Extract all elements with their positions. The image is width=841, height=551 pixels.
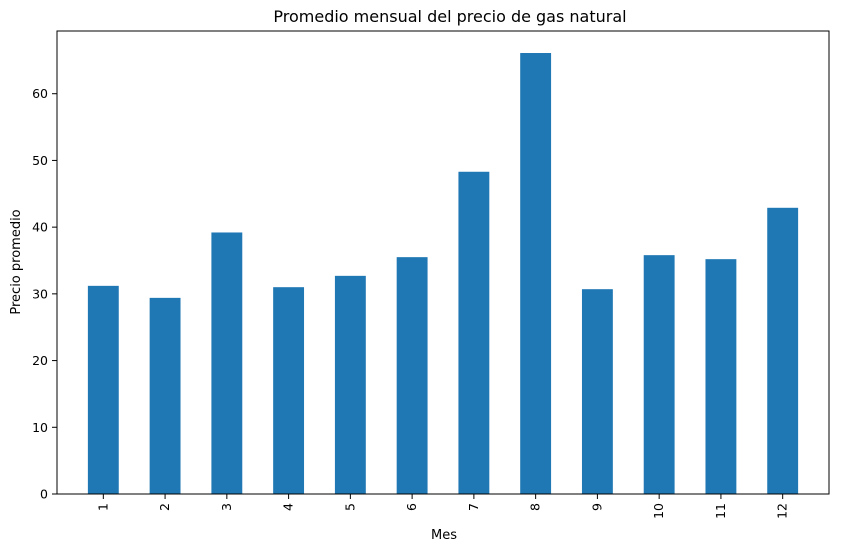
bar-month-4 bbox=[273, 287, 305, 494]
x-tick-label: 4 bbox=[281, 503, 296, 511]
y-tick-label: 40 bbox=[32, 220, 48, 235]
x-tick-label: 11 bbox=[713, 503, 728, 519]
bar-month-12 bbox=[767, 207, 799, 494]
bar-month-5 bbox=[334, 275, 366, 494]
plot-frame bbox=[56, 30, 830, 495]
x-tick-label: 12 bbox=[775, 503, 790, 519]
x-tick-label: 8 bbox=[528, 503, 543, 511]
y-tick-label: 50 bbox=[32, 153, 48, 168]
bar-month-1 bbox=[87, 285, 119, 494]
bar-month-10 bbox=[643, 255, 675, 494]
x-axis-label: Mes bbox=[431, 528, 457, 543]
x-tick-label: 9 bbox=[589, 503, 604, 511]
bar-month-8 bbox=[520, 53, 552, 495]
y-tick-label: 30 bbox=[32, 286, 48, 301]
y-tick-label: 10 bbox=[32, 420, 48, 435]
bar-month-9 bbox=[581, 289, 613, 494]
chart-title: Promedio mensual del precio de gas natur… bbox=[273, 7, 626, 26]
x-tick-label: 6 bbox=[404, 503, 419, 511]
bar-month-7 bbox=[458, 171, 490, 494]
x-tick-label: 1 bbox=[95, 503, 110, 511]
bar-month-3 bbox=[211, 232, 243, 494]
y-tick-label: 0 bbox=[40, 487, 48, 502]
y-tick-label: 20 bbox=[32, 353, 48, 368]
x-tick-label: 2 bbox=[157, 503, 172, 511]
x-tick-label: 5 bbox=[342, 503, 357, 511]
x-tick-label: 3 bbox=[219, 503, 234, 511]
bar-month-6 bbox=[396, 257, 428, 494]
x-tick-label: 7 bbox=[466, 503, 481, 511]
bar-month-11 bbox=[705, 259, 737, 494]
y-tick-label: 60 bbox=[32, 86, 48, 101]
x-tick-label: 10 bbox=[651, 503, 666, 519]
y-axis-label: Precio promedio bbox=[9, 209, 24, 314]
bar-month-2 bbox=[149, 297, 181, 494]
